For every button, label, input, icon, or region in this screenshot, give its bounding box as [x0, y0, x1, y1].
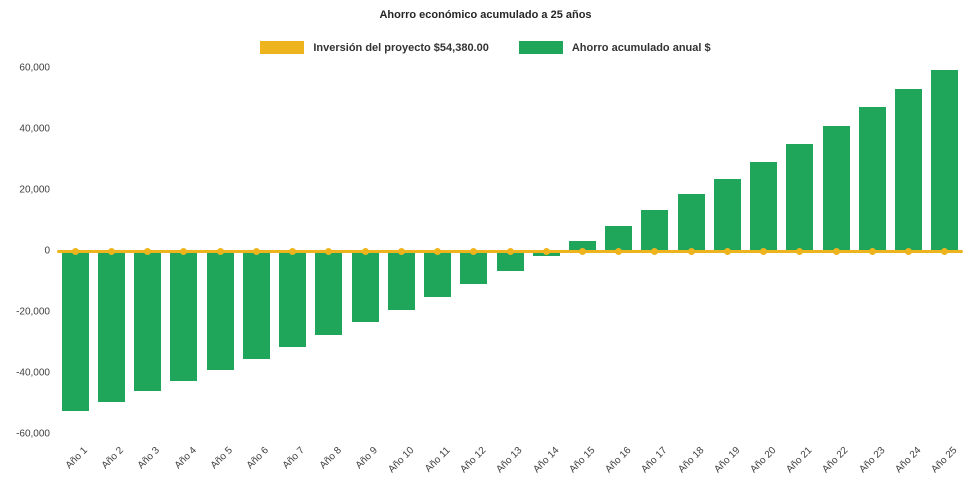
- x-axis-label-year-22: Año 22: [820, 445, 851, 476]
- investment-line-marker: [905, 247, 913, 255]
- bar-year-20: [750, 161, 778, 251]
- bar-year-4: [170, 251, 198, 381]
- bar-year-25: [931, 69, 959, 251]
- bar-year-3: [134, 251, 162, 392]
- investment-line-marker: [506, 247, 514, 255]
- x-axis-label-year-18: Año 18: [675, 445, 706, 476]
- investment-line-marker: [180, 247, 188, 255]
- y-axis-tick-label: -40,000: [16, 367, 50, 379]
- bar-year-13: [496, 251, 524, 271]
- bar-year-16: [605, 225, 633, 251]
- x-axis-label-year-16: Año 16: [603, 445, 634, 476]
- bar-year-23: [858, 107, 886, 251]
- x-axis-label-year-6: Año 6: [244, 445, 272, 472]
- investment-line-marker: [252, 247, 260, 255]
- x-axis-label-year-2: Año 2: [99, 445, 127, 472]
- y-axis-tick-label: -20,000: [16, 306, 50, 318]
- investment-line-marker: [868, 247, 876, 255]
- legend-item-savings: Ahorro acumulado anual $: [518, 41, 711, 54]
- x-axis-label-year-13: Año 13: [494, 445, 525, 476]
- bar-year-1: [61, 251, 89, 412]
- bar-year-8: [315, 251, 343, 335]
- bar-year-7: [279, 251, 307, 348]
- investment-line-marker: [216, 247, 224, 255]
- y-axis-tick-label: 20,000: [19, 184, 50, 196]
- investment-line-marker: [361, 247, 369, 255]
- investment-line-marker: [71, 247, 79, 255]
- investment-line-marker: [941, 247, 949, 255]
- bar-year-15: [568, 241, 596, 251]
- savings-swatch: [518, 41, 563, 54]
- x-axis-label-year-25: Año 25: [929, 445, 960, 476]
- x-axis-label-year-3: Año 3: [136, 445, 163, 472]
- x-axis-label-year-14: Año 14: [530, 445, 562, 476]
- x-axis-label-year-21: Año 21: [784, 445, 815, 476]
- bar-year-18: [677, 193, 705, 251]
- bar-year-6: [242, 251, 270, 360]
- bar-year-12: [460, 251, 488, 284]
- investment-line-marker: [470, 247, 478, 255]
- investment-line-marker: [107, 247, 115, 255]
- y-axis-tick-label: -60,000: [16, 428, 50, 440]
- x-axis-label-year-9: Año 9: [353, 445, 380, 472]
- bar-year-21: [786, 144, 814, 251]
- x-axis-label-year-19: Año 19: [712, 445, 743, 476]
- x-axis-label-year-4: Año 4: [172, 445, 199, 472]
- investment-line-marker: [832, 247, 840, 255]
- investment-line-marker: [760, 247, 768, 255]
- x-axis-label-year-17: Año 17: [639, 445, 670, 476]
- x-axis-label-year-15: Año 15: [567, 445, 598, 476]
- x-axis-label-year-20: Año 20: [748, 445, 779, 476]
- bar-year-24: [895, 88, 923, 251]
- x-axis-label-year-23: Año 23: [856, 445, 888, 476]
- investment-line-marker: [542, 247, 550, 255]
- bar-year-17: [641, 209, 669, 251]
- bar-year-22: [822, 125, 850, 251]
- investment-line-marker: [578, 247, 586, 255]
- investment-swatch: [260, 41, 305, 54]
- investment-line-marker: [723, 247, 731, 255]
- bar-year-19: [713, 178, 741, 251]
- investment-line-marker: [289, 247, 297, 255]
- investment-line-marker: [651, 247, 659, 255]
- y-axis-tick-label: 0: [44, 245, 50, 257]
- x-axis-label-year-11: Año 11: [422, 445, 453, 475]
- bar-year-10: [387, 251, 415, 310]
- x-axis-label-year-1: Año 1: [63, 445, 90, 472]
- y-axis-tick-label: 40,000: [19, 123, 50, 135]
- x-axis-label-year-8: Año 8: [317, 445, 344, 472]
- y-axis-tick-label: 60,000: [19, 62, 50, 74]
- x-axis-label-year-7: Año 7: [281, 445, 308, 472]
- investment-line-marker: [144, 247, 152, 255]
- investment-line-marker: [796, 247, 804, 255]
- x-axis-label-year-24: Año 24: [893, 445, 924, 476]
- x-axis-label-year-5: Año 5: [208, 445, 235, 472]
- investment-line-marker: [615, 247, 623, 255]
- investment-line-marker: [325, 247, 333, 255]
- investment-line-marker: [687, 247, 695, 255]
- legend-item-investment: Inversión del proyecto $54,380.00: [260, 41, 489, 54]
- bar-year-9: [351, 251, 379, 323]
- legend-label-savings: Ahorro acumulado anual $: [571, 41, 711, 54]
- bar-year-11: [424, 251, 452, 297]
- legend: Inversión del proyecto $54,380.00 Ahorro…: [0, 41, 971, 54]
- investment-line-marker: [434, 247, 442, 255]
- legend-label-investment: Inversión del proyecto $54,380.00: [313, 41, 489, 54]
- x-axis-label-year-10: Año 10: [385, 445, 417, 476]
- bar-year-5: [206, 251, 234, 370]
- x-axis-label-year-12: Año 12: [458, 445, 489, 476]
- chart-title: Ahorro económico acumulado a 25 años: [379, 9, 592, 21]
- investment-line-marker: [397, 247, 405, 255]
- bar-year-2: [97, 251, 125, 402]
